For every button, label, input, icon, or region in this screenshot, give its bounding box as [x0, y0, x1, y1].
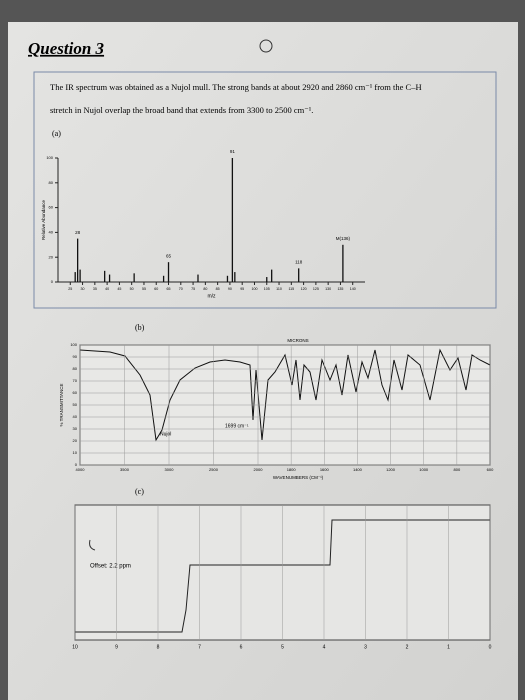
y-tick-label: 10	[73, 450, 78, 455]
x-tick-label: 3000	[165, 467, 175, 472]
x-tick-label: 2	[406, 644, 409, 650]
y-tick-label: 80	[73, 366, 78, 371]
x-tick-label: 85	[216, 287, 220, 291]
y-tick-label: 70	[73, 378, 78, 383]
axis-label: WAVENUMBERS (CM⁻¹)	[273, 475, 324, 480]
axis-label: m/z	[207, 293, 216, 299]
axis-label: % TRANSMITTANCE	[59, 383, 64, 426]
peak-label: 118	[295, 260, 303, 265]
x-tick-label: 65	[167, 287, 171, 291]
offset-label: Offset: 2.2 ppm	[90, 564, 131, 570]
y-tick-label: 100	[46, 155, 53, 160]
annotation: Nujol	[160, 431, 171, 437]
panel-label: (c)	[135, 487, 144, 496]
y-tick-label: 20	[49, 254, 54, 259]
peak-label: M(136)	[336, 236, 351, 241]
x-tick-label: 35	[93, 287, 97, 291]
x-tick-label: 1	[447, 644, 450, 650]
x-tick-label: 1600	[320, 467, 330, 472]
x-tick-label: 2000	[254, 467, 264, 472]
x-tick-label: 800	[454, 467, 461, 472]
annotation: 1699 cm⁻¹	[225, 423, 249, 429]
panel-label: (a)	[52, 129, 61, 138]
x-tick-label: 70	[179, 287, 183, 291]
y-tick-label: 40	[49, 229, 54, 234]
axis-label: Relative Abundance	[41, 199, 46, 240]
peak-label: 65	[166, 253, 172, 258]
peak-label: 28	[75, 230, 81, 235]
x-tick-label: 1200	[386, 467, 396, 472]
y-tick-label: 0	[75, 462, 78, 467]
x-tick-label: 75	[191, 287, 195, 291]
x-tick-label: 8	[157, 644, 160, 650]
x-tick-label: 130	[325, 287, 331, 291]
x-tick-label: 4	[323, 644, 326, 650]
x-tick-label: 600	[487, 467, 494, 472]
x-tick-label: 50	[130, 287, 134, 291]
y-tick-label: 20	[73, 438, 78, 443]
peak-label: 91	[230, 149, 236, 154]
y-tick-label: 50	[73, 402, 78, 407]
y-tick-label: 100	[70, 342, 77, 347]
x-tick-label: 1400	[353, 467, 363, 472]
x-tick-label: 90	[228, 287, 232, 291]
panel-label: (b)	[135, 323, 145, 332]
x-tick-label: 3	[364, 644, 367, 650]
x-tick-label: 2500	[209, 467, 219, 472]
intro-line: The IR spectrum was obtained as a Nujol …	[50, 82, 422, 92]
x-tick-label: 25	[68, 287, 72, 291]
nmr-mark	[89, 539, 96, 551]
x-tick-label: 1000	[419, 467, 429, 472]
y-tick-label: 90	[73, 354, 78, 359]
x-tick-label: 7	[198, 644, 201, 650]
x-tick-label: 60	[154, 287, 158, 291]
title: Question 3	[28, 39, 105, 58]
x-tick-label: 45	[117, 287, 121, 291]
x-tick-label: 4000	[76, 467, 86, 472]
x-tick-label: 120	[301, 287, 307, 291]
icon	[259, 39, 273, 53]
y-tick-label: 0	[51, 279, 54, 284]
y-tick-label: 30	[73, 426, 78, 431]
frame	[33, 71, 497, 309]
x-tick-label: 125	[313, 287, 319, 291]
y-tick-label: 40	[73, 414, 78, 419]
x-tick-label: 110	[276, 287, 282, 291]
x-tick-label: 3500	[120, 467, 130, 472]
x-tick-label: 1800	[287, 467, 297, 472]
y-tick-label: 80	[49, 180, 54, 185]
y-tick-label: 60	[49, 205, 54, 210]
x-tick-label: 40	[105, 287, 109, 291]
nmr-trace	[75, 519, 490, 633]
x-tick-label: 135	[337, 287, 343, 291]
x-tick-label: 6	[240, 644, 243, 650]
x-tick-label: 9	[115, 644, 118, 650]
intro-line: stretch in Nujol overlap the broad band …	[50, 105, 313, 115]
ir-trace	[79, 348, 491, 442]
axis-label: MICRONS	[287, 338, 308, 343]
x-tick-label: 30	[81, 287, 85, 291]
x-tick-label: 5	[281, 644, 284, 650]
x-tick-label: 140	[350, 287, 356, 291]
x-tick-label: 115	[288, 287, 294, 291]
x-tick-label: 0	[489, 644, 492, 650]
x-tick-label: 95	[240, 287, 244, 291]
x-tick-label: 105	[264, 287, 270, 291]
y-tick-label: 60	[73, 390, 78, 395]
x-tick-label: 100	[251, 287, 257, 291]
x-tick-label: 55	[142, 287, 146, 291]
x-tick-label: 80	[203, 287, 207, 291]
x-tick-label: 10	[72, 644, 78, 650]
